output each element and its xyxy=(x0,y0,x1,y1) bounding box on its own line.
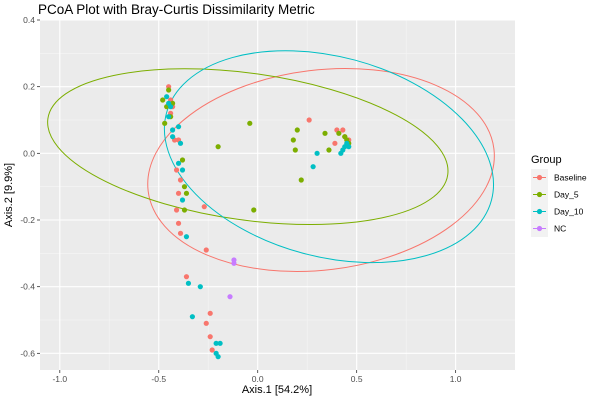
point-day-10 xyxy=(170,134,176,140)
y-tick-label: 0.2 xyxy=(23,82,35,92)
point-day-5 xyxy=(298,177,304,183)
point-day-10 xyxy=(175,124,182,130)
point-day-10 xyxy=(164,94,170,100)
point-day-10 xyxy=(166,114,172,120)
point-baseline xyxy=(332,140,338,146)
y-tick-label: 0.0 xyxy=(23,148,35,158)
point-day-10 xyxy=(183,234,190,240)
ellipse-baseline xyxy=(147,68,495,272)
legend-key-point-day-5 xyxy=(536,191,543,198)
point-day-5 xyxy=(247,120,253,126)
x-axis-title: Axis.1 [54.2%] xyxy=(242,384,312,396)
point-day-5 xyxy=(183,190,190,196)
ellipse-day-5 xyxy=(47,68,449,226)
point-day-5 xyxy=(215,144,221,150)
point-day-10 xyxy=(314,150,320,156)
point-day-5 xyxy=(166,87,172,93)
point-baseline xyxy=(203,247,209,253)
point-day-10 xyxy=(185,280,192,286)
point-nc xyxy=(227,294,233,300)
point-day-10 xyxy=(215,354,221,360)
point-day-5 xyxy=(181,184,188,190)
point-day-5 xyxy=(160,97,166,103)
point-baseline xyxy=(207,310,213,316)
point-nc xyxy=(231,260,237,266)
point-day-5 xyxy=(294,127,300,133)
point-day-5 xyxy=(336,130,342,136)
legend: Group Baseline Day_5 Day_10 NC xyxy=(531,154,587,237)
legend-key-point-baseline xyxy=(536,174,543,181)
point-day-10 xyxy=(170,127,176,133)
y-tick-label: -0.6 xyxy=(20,348,35,358)
point-baseline xyxy=(173,167,180,173)
point-day-10 xyxy=(346,144,352,150)
legend-key-point-day-10 xyxy=(536,208,543,215)
point-day-5 xyxy=(326,147,332,153)
legend-label-nc: NC xyxy=(554,224,566,234)
y-tick-label: -0.4 xyxy=(20,282,35,292)
x-tick-label: -0.5 xyxy=(151,374,166,384)
point-baseline xyxy=(306,117,312,123)
y-axis-ticks: 0.4 0.2 0.0 -0.2 -0.4 -0.6 xyxy=(20,15,40,358)
x-axis-ticks: -1.0 -0.5 0.0 0.5 1.0 xyxy=(52,370,462,384)
point-day-10 xyxy=(217,340,223,346)
point-day-10 xyxy=(175,160,182,166)
ellipse-day-10 xyxy=(163,50,495,264)
point-day-5 xyxy=(290,137,296,143)
x-tick-label: 1.0 xyxy=(450,374,462,384)
point-day-5 xyxy=(322,130,328,136)
point-baseline xyxy=(177,177,184,183)
y-tick-label: -0.2 xyxy=(20,215,35,225)
grid-major xyxy=(40,19,515,370)
x-tick-label: 0.0 xyxy=(252,374,264,384)
point-day-10 xyxy=(310,164,316,170)
point-day-10 xyxy=(197,284,203,290)
x-tick-label: 0.5 xyxy=(351,374,363,384)
grid-minor xyxy=(40,20,515,370)
point-baseline xyxy=(207,334,213,340)
point-baseline xyxy=(209,347,215,353)
point-day-5 xyxy=(179,157,186,163)
point-baseline xyxy=(173,207,180,213)
point-day-5 xyxy=(162,120,168,126)
point-day-5 xyxy=(251,207,257,213)
point-baseline xyxy=(183,274,190,280)
point-baseline xyxy=(340,127,346,133)
plot-panel xyxy=(40,20,515,370)
legend-label-day-5: Day_5 xyxy=(554,190,579,200)
x-tick-label: -1.0 xyxy=(52,374,67,384)
legend-key-point-nc xyxy=(536,225,543,232)
legend-label-day-10: Day_10 xyxy=(554,207,584,217)
point-day-10 xyxy=(179,167,186,173)
point-day-5 xyxy=(181,207,188,213)
point-day-10 xyxy=(177,140,184,146)
point-baseline xyxy=(203,320,209,326)
point-day-10 xyxy=(213,340,219,346)
confidence-ellipses xyxy=(47,50,495,272)
point-baseline xyxy=(175,190,182,196)
point-day-10 xyxy=(168,104,174,110)
y-tick-label: 0.4 xyxy=(23,15,35,25)
point-day-5 xyxy=(292,147,298,153)
scatter-points xyxy=(160,84,352,360)
point-day-10 xyxy=(179,197,186,203)
y-axis-title: Axis.2 [9.9%] xyxy=(3,163,15,227)
point-baseline xyxy=(177,230,184,236)
point-baseline xyxy=(175,220,182,226)
legend-title: Group xyxy=(531,154,562,166)
point-baseline xyxy=(201,204,207,210)
legend-label-baseline: Baseline xyxy=(554,173,587,183)
chart-title: PCoA Plot with Bray-Curtis Dissimilarity… xyxy=(38,2,315,17)
point-day-10 xyxy=(189,314,195,320)
